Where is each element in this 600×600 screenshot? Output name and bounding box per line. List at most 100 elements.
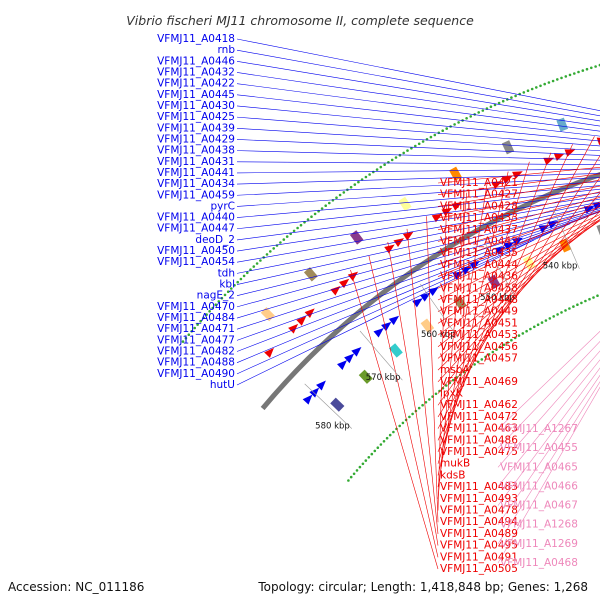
leader-line [437, 192, 600, 394]
leader-line [437, 219, 600, 312]
gene-label: VFMJ11_A0471 [157, 323, 235, 335]
ring-dot [441, 129, 445, 132]
ring-dot [361, 462, 365, 466]
ring-dot [272, 247, 276, 250]
tick-line [304, 383, 353, 429]
leader-line [236, 206, 600, 297]
gene-label: deoD_2 [195, 234, 235, 246]
gene-arrow [302, 394, 313, 405]
leader-line [437, 220, 600, 324]
gene-block [330, 397, 345, 412]
ring-dot [572, 305, 575, 308]
gene-label: VFMJ11_A0467 [500, 500, 578, 512]
ring-dot [484, 355, 487, 359]
gene-arrow [347, 271, 359, 281]
ring-dot [568, 307, 571, 310]
gene-label: kdsB [440, 469, 465, 481]
gene-arrow [264, 347, 274, 358]
leader-line [437, 181, 488, 488]
ring-dot [398, 153, 402, 157]
gene-arrow [402, 231, 414, 241]
map-title: Vibrio fischeri MJ11 chromosome II, comp… [126, 13, 474, 28]
ring-dot [543, 82, 546, 86]
topology-text: Topology: circular; Length: 1,418,848 bp… [258, 580, 588, 594]
gene-label: VFMJ11_A0448 [440, 294, 518, 306]
ring-dot [398, 424, 402, 428]
gene-block [388, 343, 403, 358]
gene-block [596, 223, 600, 238]
ring-dot [236, 280, 239, 284]
leader-line [236, 177, 600, 196]
ring-dot [193, 326, 196, 330]
gene-arrow [373, 328, 384, 338]
gene-label: hutU [210, 379, 235, 391]
ring-dot [187, 333, 191, 337]
ring-dot [342, 191, 346, 194]
ring-dot [502, 343, 506, 347]
gene-label: nagE_2 [197, 290, 235, 302]
accession-text: Accession: NC_011186 [8, 580, 145, 594]
gene-arrow [337, 360, 348, 370]
gene-label: VFMJ11_A0447 [157, 223, 235, 235]
gene-label: VFMJ11_A0469 [440, 376, 518, 388]
gene-block [358, 369, 373, 384]
gene-label: VFMJ11_A0450 [157, 245, 235, 257]
gene-label: VFMJ11_A0478 [440, 505, 518, 517]
ring-dot [358, 465, 362, 469]
leader-line [236, 188, 600, 230]
ring-dot [205, 313, 208, 316]
gene-label: VFMJ11_A0459 [157, 189, 235, 201]
leader-line [437, 210, 600, 277]
ring-dot [372, 170, 375, 174]
leader-line [437, 220, 600, 336]
ring-dot [279, 241, 282, 244]
ring-dot [457, 121, 460, 124]
gene-block [398, 196, 412, 212]
gene-label: VFMJ11_A0441 [157, 167, 235, 179]
ring-dot [338, 193, 342, 197]
gene-label: VFMJ11_A0505 [440, 563, 518, 575]
leader-line [236, 239, 535, 386]
gene-label: VFMJ11_A0428 [440, 200, 518, 212]
ring-dot [596, 294, 599, 298]
gene-label: rnb [218, 44, 236, 56]
ring-dot [473, 363, 476, 366]
gene-arrow [452, 271, 464, 280]
leader-line [236, 204, 600, 285]
ring-dot [498, 345, 502, 349]
gene-arrow [441, 207, 453, 217]
leader-line [497, 350, 600, 468]
ring-dot [401, 421, 405, 425]
ring-dot [252, 265, 256, 268]
leader-line [497, 374, 600, 525]
leader-line [236, 61, 600, 122]
ring-dot [576, 303, 579, 307]
tick-label: 580 kbp [315, 422, 350, 432]
ring-dot [269, 250, 272, 253]
gene-label: kbl [219, 279, 235, 291]
ring-dot [299, 223, 303, 227]
ring-dot [489, 105, 493, 108]
ring-dot [540, 321, 544, 324]
gene-label: pyrC [210, 200, 235, 212]
gene-label: VFMJ11_A0453 [440, 329, 518, 341]
ring-dot [324, 204, 328, 207]
ring-dot [424, 401, 428, 404]
gene-label: VFMJ11_A0454 [157, 256, 235, 268]
ring-dot [577, 70, 580, 74]
gene-label: VFMJ11_A0435 [440, 247, 518, 259]
ring-dot [539, 84, 542, 88]
ring-dot [580, 301, 583, 305]
ring-dot [465, 117, 468, 120]
gene-label: VFMJ11_A0451 [440, 317, 518, 329]
gene-arrow [596, 137, 600, 146]
gene-arrow [381, 321, 392, 332]
leader-line [387, 242, 439, 546]
ring-dot [367, 456, 371, 459]
leader-line [236, 161, 600, 165]
ring-dot [560, 76, 563, 80]
ring-dot [536, 323, 540, 327]
leader-line [497, 341, 600, 449]
ring-dot [453, 123, 456, 126]
backbone-arc [260, 172, 600, 411]
